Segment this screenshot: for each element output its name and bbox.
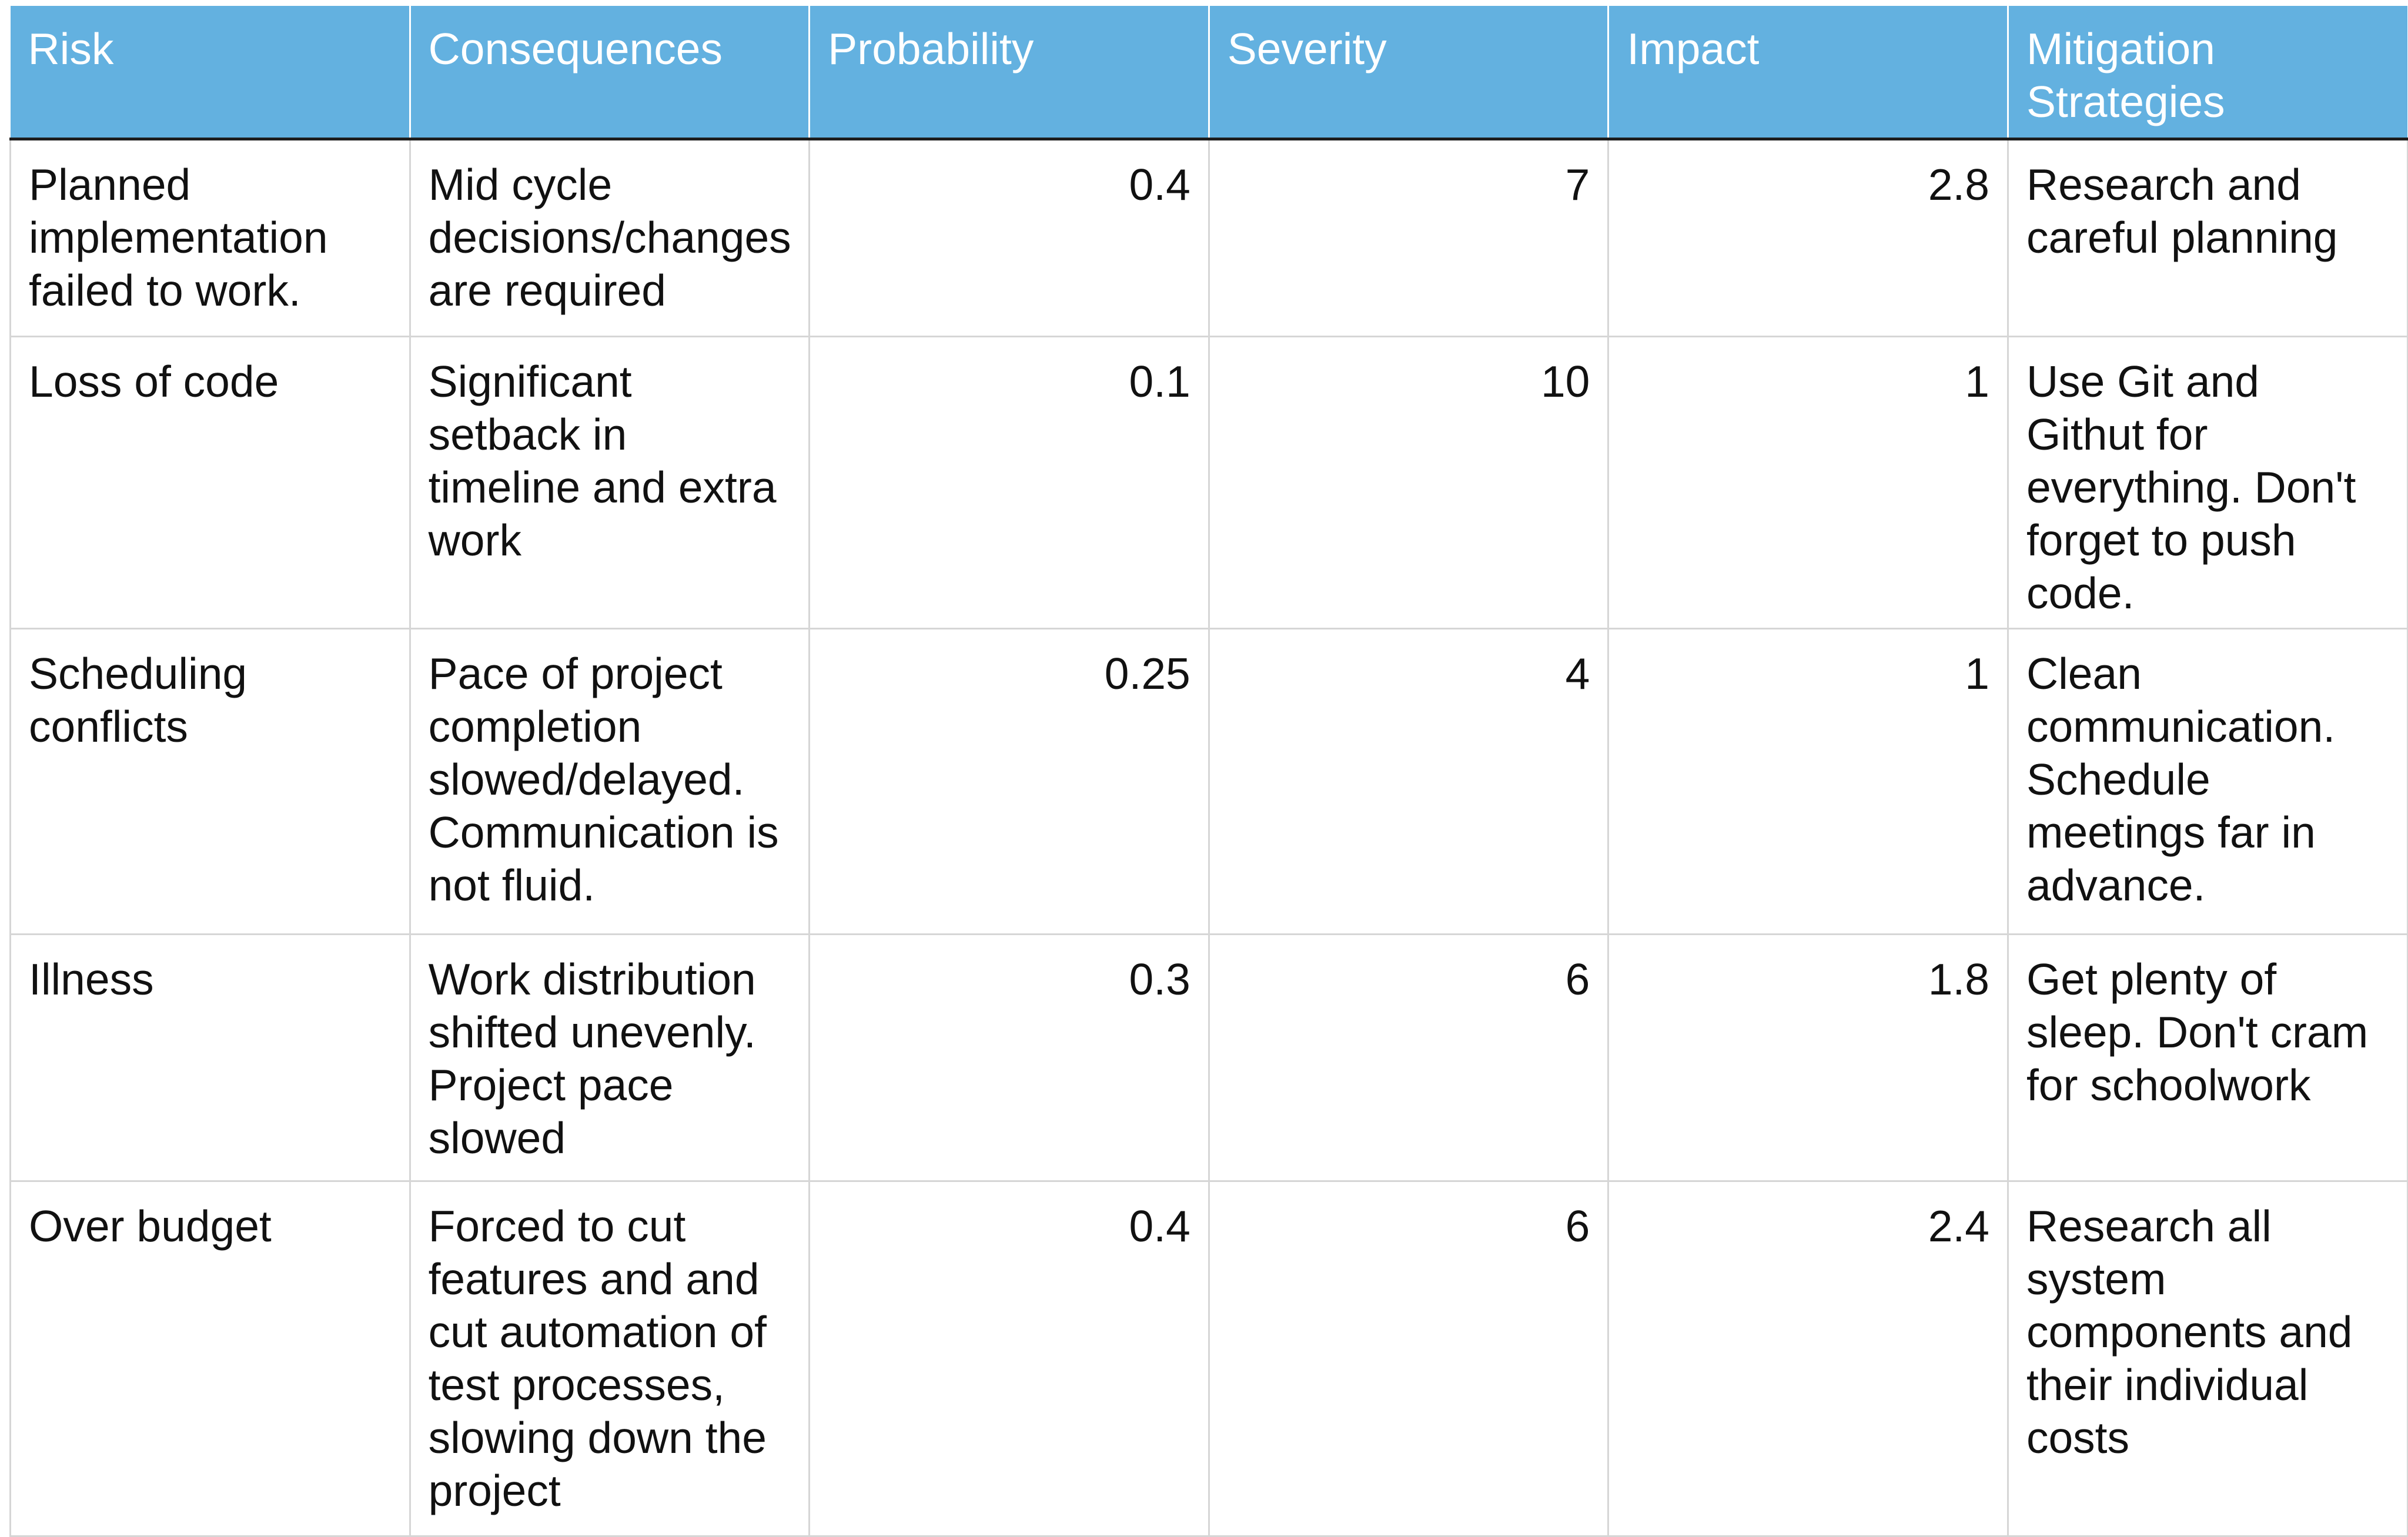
risk-table-container: Risk Consequences Probability Severity I… — [9, 6, 2408, 1537]
cell-probability: 0.25 — [809, 628, 1210, 935]
cell-consequences: Work distribution shifted unevenly. Proj… — [410, 934, 811, 1182]
cell-severity: 4 — [1209, 628, 1610, 935]
cell-mitigation: Use Git and Githut for everything. Don't… — [2008, 336, 2408, 629]
header-severity: Severity — [1209, 6, 1610, 139]
cell-risk: Planned implementation failed to work. — [9, 139, 411, 337]
table-row: Illness Work distribution shifted uneven… — [9, 934, 2408, 1182]
table-row: Planned implementation failed to work. M… — [9, 139, 2408, 337]
table-row: Loss of code Significant setback in time… — [9, 336, 2408, 629]
cell-impact: 2.4 — [1608, 1181, 2009, 1537]
header-probability: Probability — [809, 6, 1210, 139]
cell-consequences: Significant setback in timeline and extr… — [410, 336, 811, 629]
cell-probability: 0.3 — [809, 934, 1210, 1182]
cell-impact: 1.8 — [1608, 934, 2009, 1182]
cell-risk: Illness — [9, 934, 411, 1182]
table-row: Over budget Forced to cut features and a… — [9, 1181, 2408, 1537]
cell-probability: 0.1 — [809, 336, 1210, 629]
cell-probability: 0.4 — [809, 1181, 1210, 1537]
cell-severity: 7 — [1209, 139, 1610, 337]
cell-consequences: Forced to cut features and and cut autom… — [410, 1181, 811, 1537]
cell-mitigation: Research all system components and their… — [2008, 1181, 2408, 1537]
cell-mitigation: Research and careful planning — [2008, 139, 2408, 337]
cell-impact: 1 — [1608, 336, 2009, 629]
cell-severity: 6 — [1209, 1181, 1610, 1537]
risk-table: Risk Consequences Probability Severity I… — [9, 6, 2408, 1537]
cell-risk: Loss of code — [9, 336, 411, 629]
table-row: Scheduling conflicts Pace of project com… — [9, 628, 2408, 935]
header-consequences: Consequences — [410, 6, 811, 139]
cell-impact: 1 — [1608, 628, 2009, 935]
cell-severity: 6 — [1209, 934, 1610, 1182]
cell-risk: Over budget — [9, 1181, 411, 1537]
cell-mitigation: Clean communication. Schedule meetings f… — [2008, 628, 2408, 935]
header-impact: Impact — [1608, 6, 2009, 139]
cell-risk: Scheduling conflicts — [9, 628, 411, 935]
cell-probability: 0.4 — [809, 139, 1210, 337]
header-risk: Risk — [10, 6, 411, 139]
cell-consequences: Mid cycle decisions/changes are required — [410, 139, 811, 337]
cell-impact: 2.8 — [1608, 139, 2009, 337]
header-row: Risk Consequences Probability Severity I… — [10, 6, 2408, 139]
cell-consequences: Pace of project completion slowed/delaye… — [410, 628, 811, 935]
header-mitigation-strategies: Mitigation Strategies — [2008, 6, 2408, 139]
cell-severity: 10 — [1209, 336, 1610, 629]
cell-mitigation: Get plenty of sleep. Don't cram for scho… — [2008, 934, 2408, 1182]
